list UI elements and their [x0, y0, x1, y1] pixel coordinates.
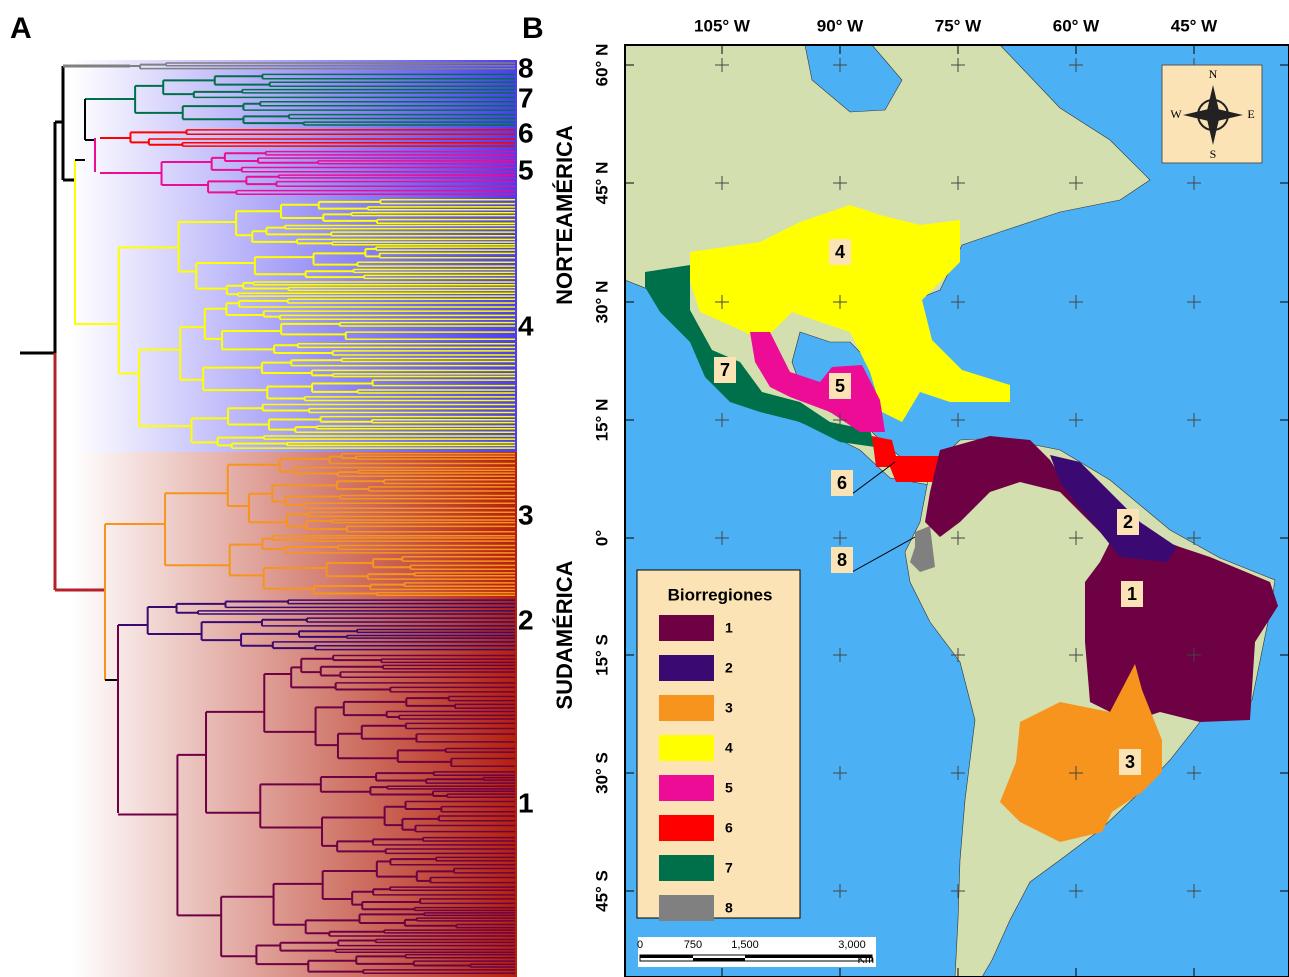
scale-bar: 0 750 1,500 3,000 Km	[637, 937, 876, 967]
map-label: 6	[837, 473, 847, 493]
legend-swatch	[659, 615, 714, 641]
compass: N W E S	[1162, 65, 1262, 163]
compass-letter: S	[1210, 147, 1217, 161]
map-label: 3	[1125, 752, 1135, 772]
cluster-label: 4	[518, 310, 534, 341]
legend-swatch	[659, 655, 714, 681]
compass-letter: E	[1247, 107, 1254, 121]
cluster-label: 1	[518, 787, 534, 818]
legend-label: 7	[725, 860, 733, 876]
latitude-label: 60° N	[592, 44, 611, 87]
legend-swatch	[659, 735, 714, 761]
region-label: SUDAMÉRICA	[552, 560, 577, 709]
map-label: 5	[835, 376, 845, 396]
latitude-label: 45° N	[592, 162, 611, 205]
latitude-label: 30° S	[592, 752, 611, 794]
legend-label: 2	[725, 660, 733, 676]
longitude-label: 105° W	[694, 16, 751, 35]
cluster-label: 5	[518, 154, 534, 185]
legend-label: 8	[725, 900, 733, 916]
legend-label: 3	[725, 700, 733, 716]
latitude-label: 15° S	[592, 634, 611, 676]
cluster-label: 2	[518, 604, 534, 635]
cluster-label: 3	[518, 499, 534, 530]
latitude-label: 30° N	[592, 281, 611, 324]
latitude-label: 15° N	[592, 399, 611, 442]
scale-label: 750	[684, 939, 702, 951]
longitude-label: 75° W	[935, 16, 982, 35]
legend-label: 1	[725, 620, 733, 636]
compass-letter: N	[1209, 67, 1218, 81]
cluster-label: 6	[518, 117, 534, 148]
longitude-label: 45° W	[1171, 16, 1218, 35]
compass-letter: W	[1170, 107, 1182, 121]
scale-seg	[640, 955, 693, 958]
map-label: 7	[720, 360, 730, 380]
scale-unit: Km	[858, 954, 875, 966]
legend-title: Biorregiones	[668, 585, 773, 604]
figure: A B NORTEAMÉRICA SUDAMÉRICA N W E S Bior…	[0, 0, 1289, 977]
legend-swatch	[659, 775, 714, 801]
legend-swatch	[659, 855, 714, 881]
map-label: 1	[1127, 584, 1137, 604]
region-label: NORTEAMÉRICA	[552, 125, 577, 305]
map-label: 2	[1123, 512, 1133, 532]
latitude-label: 0°	[592, 530, 611, 546]
latitude-label: 45° S	[592, 870, 611, 912]
scale-label: 0	[637, 939, 643, 951]
legend-label: 6	[725, 820, 733, 836]
legend-label: 4	[725, 740, 733, 756]
scale-label: 1,500	[731, 939, 759, 951]
scale-seg	[745, 955, 872, 958]
scale-seg	[693, 958, 745, 961]
scale-label: 3,000	[838, 939, 866, 951]
legend-swatch	[659, 815, 714, 841]
legend-label: 5	[725, 780, 733, 796]
legend: Biorregiones 1 2 3 4 5 6 7 8	[637, 570, 800, 921]
panel-label: A	[10, 12, 32, 45]
map-label: 4	[835, 242, 845, 262]
legend-swatch	[659, 895, 714, 921]
cluster-label: 8	[518, 52, 534, 83]
dendrogram	[20, 60, 517, 977]
longitude-label: 60° W	[1053, 16, 1100, 35]
map-label: 8	[837, 550, 847, 570]
cluster-label: 7	[518, 82, 534, 113]
longitude-label: 90° W	[817, 16, 864, 35]
panel-label: B	[522, 12, 544, 45]
legend-swatch	[659, 695, 714, 721]
